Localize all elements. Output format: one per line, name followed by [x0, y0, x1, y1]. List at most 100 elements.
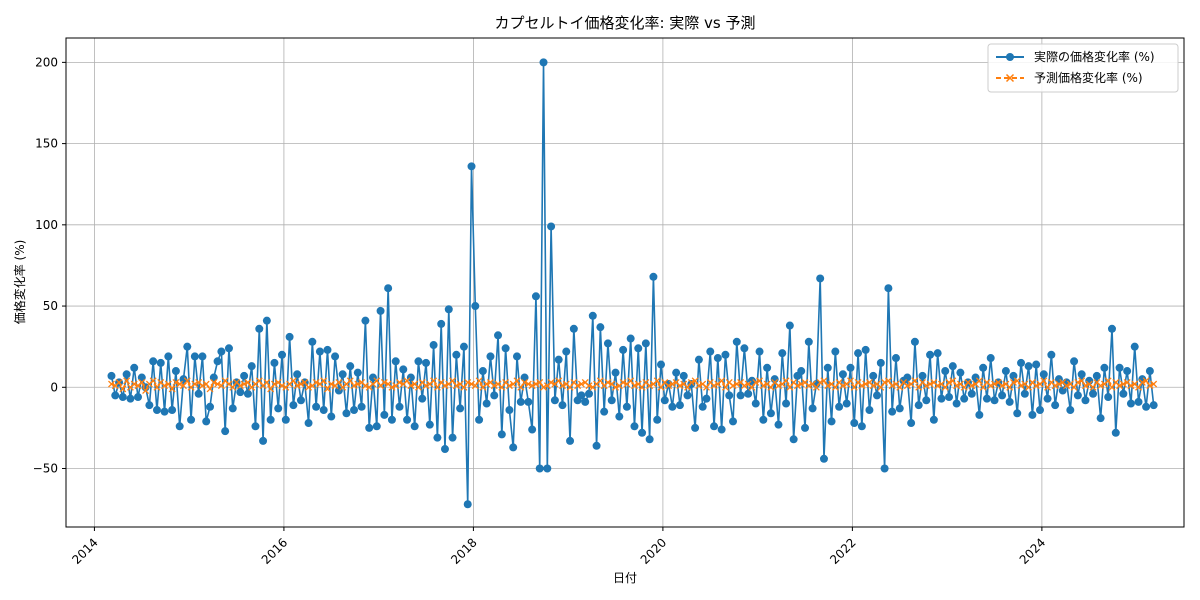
- data-point: [948, 362, 957, 371]
- data-point: [1013, 409, 1022, 418]
- data-point: [452, 382, 460, 390]
- data-point: [285, 332, 294, 341]
- data-point: [108, 380, 115, 388]
- data-point: [691, 423, 700, 432]
- data-point: [536, 378, 544, 386]
- data-point: [315, 347, 324, 356]
- data-point: [539, 58, 548, 67]
- data-point: [1006, 383, 1014, 391]
- data-point: [953, 382, 961, 390]
- data-point: [1107, 324, 1116, 333]
- plot-frame: [65, 37, 1185, 528]
- data-point: [304, 419, 313, 428]
- data-point: [142, 387, 150, 394]
- data-point: [717, 425, 726, 434]
- data-point: [149, 377, 157, 385]
- data-point: [156, 358, 165, 367]
- data-point: [278, 382, 286, 390]
- data-point: [998, 382, 1006, 390]
- data-point: [960, 383, 968, 391]
- data-point: [1070, 383, 1078, 391]
- data-point: [183, 342, 192, 351]
- data-point: [949, 377, 957, 385]
- data-point: [365, 423, 374, 432]
- data-point: [236, 388, 245, 397]
- data-point: [952, 399, 961, 408]
- data-point: [831, 383, 839, 391]
- data-point: [967, 389, 976, 398]
- data-point: [665, 382, 673, 390]
- data-point: [626, 334, 635, 343]
- data-point: [274, 404, 283, 413]
- data-point: [986, 354, 995, 363]
- data-point: [1055, 380, 1063, 388]
- data-point: [528, 425, 537, 434]
- data-point: [512, 352, 521, 361]
- series-actual: [107, 58, 1158, 509]
- data-point: [482, 399, 491, 408]
- data-point: [1149, 401, 1158, 410]
- data-point: [160, 407, 169, 416]
- plot-area: [65, 37, 1185, 528]
- data-point: [217, 382, 225, 390]
- data-point: [327, 380, 335, 388]
- data-point: [968, 382, 976, 390]
- data-point: [180, 382, 187, 390]
- data-point: [1111, 428, 1120, 437]
- data-point: [263, 378, 271, 386]
- data-point: [1039, 370, 1048, 379]
- data-point: [134, 393, 143, 402]
- data-point: [740, 344, 749, 353]
- data-point: [1024, 362, 1033, 371]
- data-point: [869, 382, 877, 390]
- data-point: [452, 350, 461, 359]
- data-point: [505, 406, 514, 415]
- data-point: [414, 383, 422, 391]
- data-point: [384, 284, 393, 293]
- data-point: [559, 382, 566, 390]
- data-point: [513, 377, 521, 385]
- data-point: [1051, 401, 1060, 410]
- data-point: [524, 380, 532, 388]
- data-point: [437, 319, 446, 328]
- data-point: [289, 401, 298, 410]
- data-point: [847, 377, 854, 385]
- data-point: [585, 382, 593, 390]
- data-point: [1078, 377, 1086, 385]
- data-point: [569, 324, 578, 333]
- data-point: [915, 383, 923, 391]
- data-point: [266, 415, 275, 424]
- data-point: [327, 412, 336, 421]
- data-point: [547, 222, 556, 231]
- data-point: [1135, 383, 1142, 391]
- data-point: [243, 389, 252, 398]
- data-point: [740, 382, 748, 390]
- data-point: [460, 383, 468, 391]
- data-point: [785, 321, 794, 330]
- data-point: [414, 357, 423, 366]
- data-point: [449, 377, 457, 385]
- data-point: [877, 383, 885, 391]
- data-point: [991, 380, 998, 388]
- data-point: [130, 380, 138, 388]
- data-point: [255, 377, 263, 385]
- data-point: [183, 377, 191, 385]
- data-point: [213, 357, 222, 366]
- data-point: [387, 415, 396, 424]
- data-point: [603, 339, 612, 348]
- data-point: [884, 377, 892, 385]
- x-axis-title: 日付: [613, 571, 637, 585]
- data-point: [350, 406, 359, 415]
- data-point: [463, 500, 472, 509]
- data-point: [786, 383, 794, 391]
- data-point: [876, 358, 885, 367]
- data-point: [713, 354, 722, 363]
- data-point: [1127, 382, 1135, 390]
- data-point: [270, 358, 279, 367]
- data-point: [490, 391, 499, 400]
- data-point: [1032, 382, 1040, 390]
- data-point: [653, 377, 661, 385]
- data-point: [531, 292, 540, 301]
- data-point: [759, 382, 767, 390]
- data-point: [138, 378, 146, 386]
